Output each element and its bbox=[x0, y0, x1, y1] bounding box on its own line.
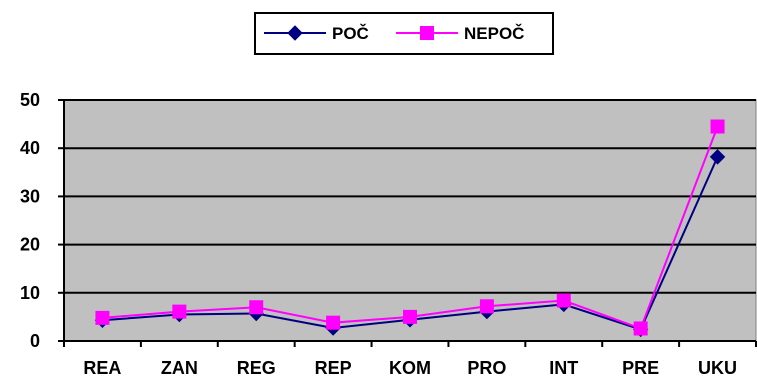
legend-label: NEPOČ bbox=[464, 24, 524, 43]
series-layer bbox=[94, 119, 726, 338]
x-tick-label: UKU bbox=[698, 358, 737, 378]
x-axis-ticks: REA ZAN REG REP KOM PRO INT PRE UKU bbox=[63, 341, 757, 378]
x-tick-label: INT bbox=[549, 358, 578, 378]
x-tick-label: REA bbox=[83, 358, 121, 378]
x-tick-label: ZAN bbox=[161, 358, 198, 378]
legend-square-marker bbox=[420, 26, 434, 40]
y-tick-label: 0 bbox=[30, 331, 40, 351]
x-tick-label: PRE bbox=[622, 358, 659, 378]
y-axis-ticks: 0 10 20 30 40 50 bbox=[20, 90, 756, 351]
y-tick-label: 30 bbox=[20, 186, 40, 206]
x-tick-label: REG bbox=[237, 358, 276, 378]
x-tick-label: KOM bbox=[389, 358, 431, 378]
data-point-square-marker bbox=[479, 299, 494, 314]
data-point-square-marker bbox=[556, 293, 571, 308]
data-point-square-marker bbox=[633, 321, 648, 336]
y-tick-label: 20 bbox=[20, 235, 40, 255]
legend-label: POČ bbox=[332, 24, 369, 43]
data-point-square-marker bbox=[403, 309, 417, 324]
plot-area bbox=[63, 99, 757, 342]
y-tick-label: 10 bbox=[20, 283, 40, 303]
y-tick-label: 50 bbox=[20, 90, 40, 110]
x-tick-label: PRO bbox=[467, 358, 506, 378]
legend-item: NEPOČ bbox=[396, 24, 524, 43]
data-point-diamond-marker bbox=[709, 149, 726, 165]
data-point-square-marker bbox=[249, 300, 264, 315]
legend-diamond-marker bbox=[287, 25, 303, 41]
data-point-square-marker bbox=[95, 310, 110, 325]
data-point-square-marker bbox=[172, 304, 187, 319]
x-tick-label: REP bbox=[315, 358, 352, 378]
series-2 bbox=[95, 119, 725, 336]
data-point-square-marker bbox=[710, 119, 725, 134]
gridlines bbox=[64, 99, 756, 294]
legend: POČ NEPOČ bbox=[254, 12, 554, 55]
data-point-square-marker bbox=[326, 315, 341, 330]
legend-item: POČ bbox=[264, 24, 369, 43]
y-tick-label: 40 bbox=[20, 138, 40, 158]
